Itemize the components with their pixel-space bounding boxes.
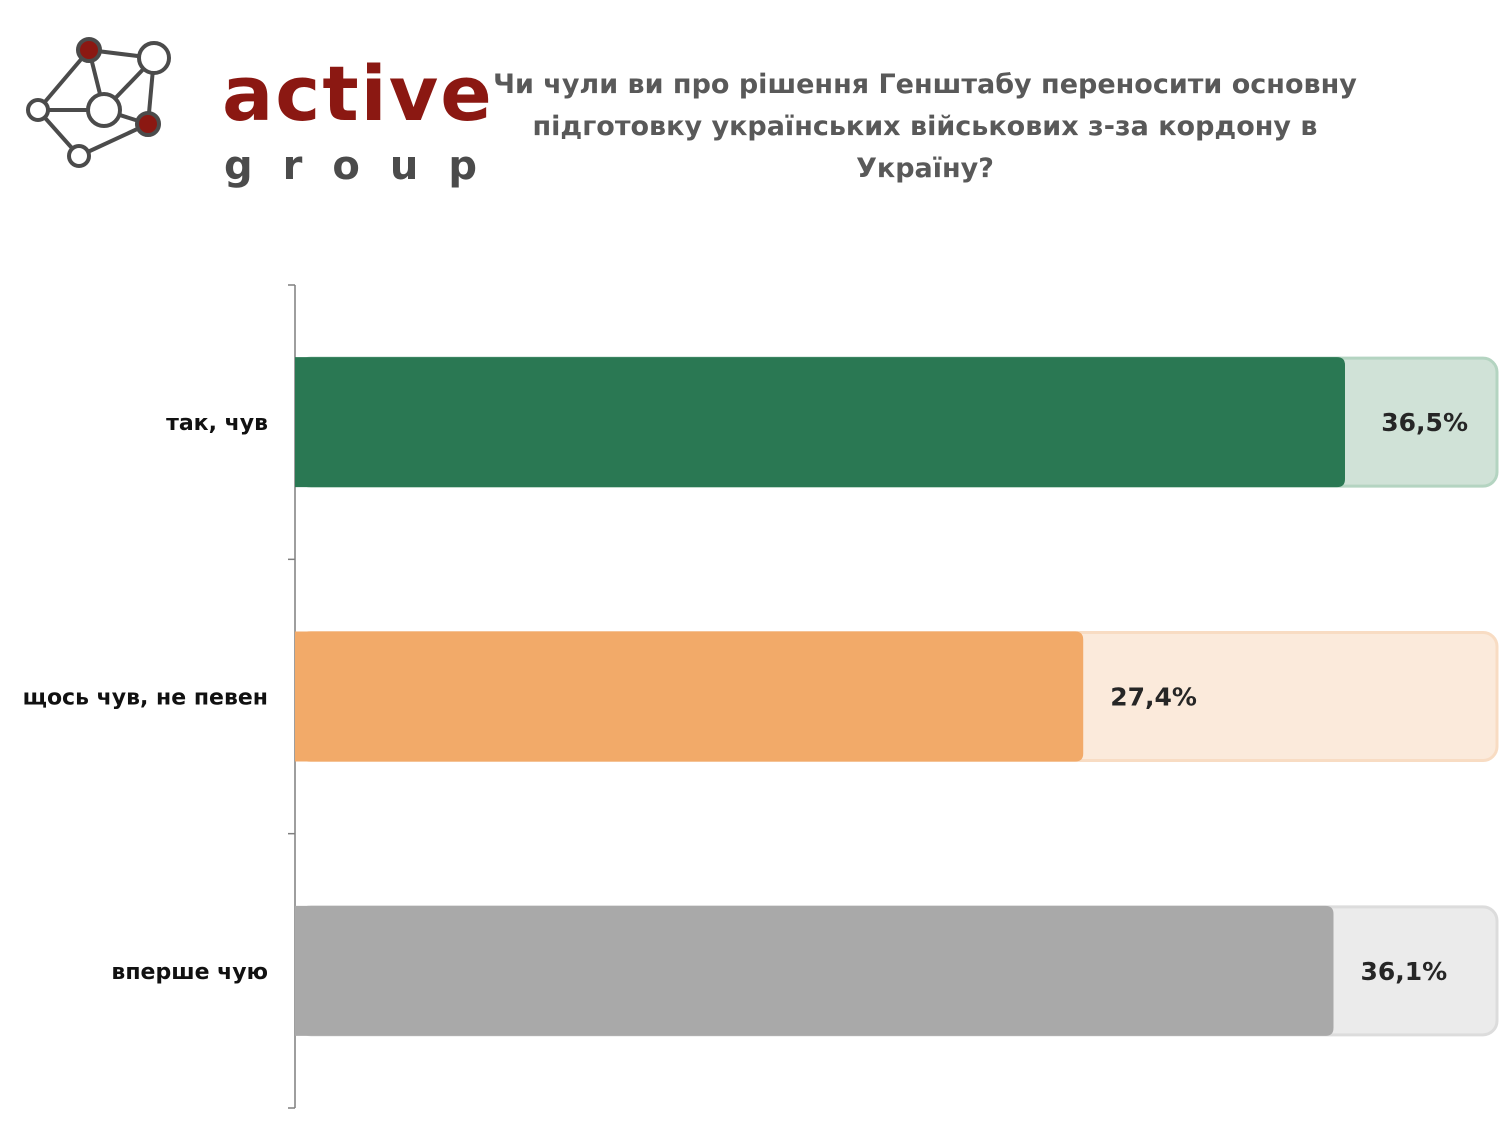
category-label: вперше чую [111, 960, 268, 985]
active-group-logo: active group [24, 30, 492, 186]
bar [295, 905, 1334, 1036]
category-label: щось чув, не певен [23, 686, 268, 711]
bar [295, 631, 1084, 762]
network-nodes-icon [26, 37, 171, 168]
bars: так, чув 36,5% щось чув, не певен 27,4% впер… [23, 356, 1499, 1037]
logo-subtitle: group [224, 143, 507, 189]
bar [295, 357, 1345, 488]
value-label: 36,1% [1360, 957, 1447, 986]
value-label: 27,4% [1110, 683, 1197, 712]
logo-wordmark: active [222, 49, 494, 138]
category-axis [288, 284, 296, 1109]
value-label: 36,5% [1381, 408, 1468, 437]
category-label: так, чув [166, 411, 268, 436]
chart-title: Чи чули ви про рішення Генштабу переноси… [493, 69, 1357, 184]
